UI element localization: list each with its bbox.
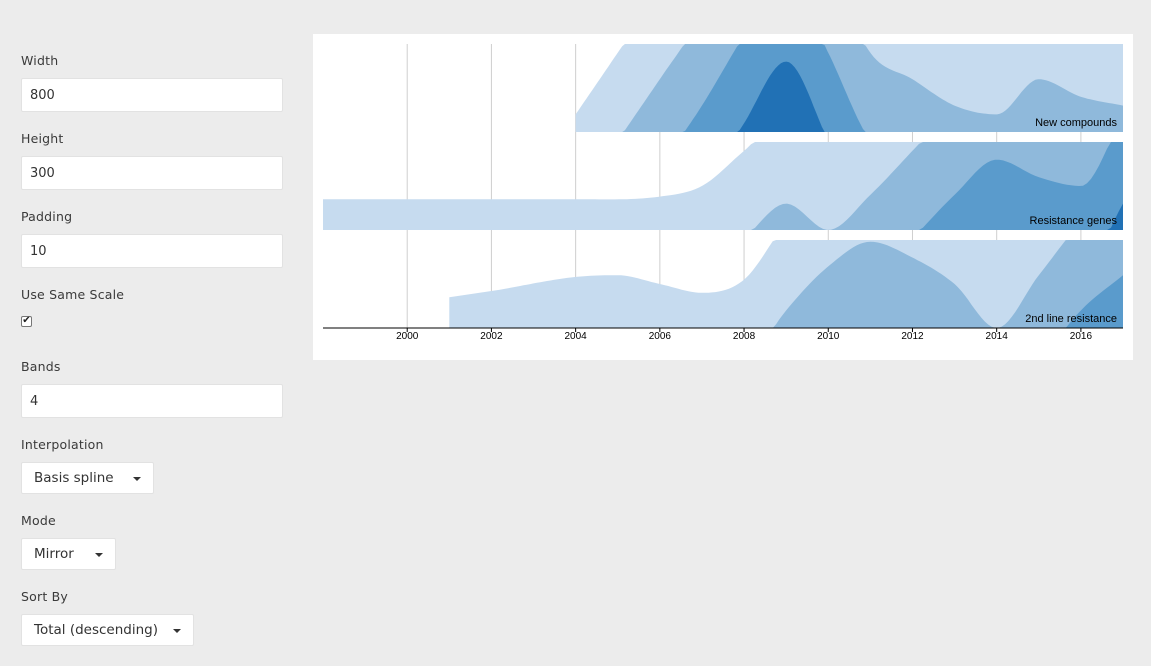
tick-label: 2002 [480, 331, 503, 342]
band-3-area [575, 44, 1123, 132]
tick-label: 2008 [733, 331, 756, 342]
horizon-row-1 [323, 142, 1123, 230]
sort-by-value: Total (descending) [34, 622, 158, 638]
tick-label: 2004 [565, 331, 588, 342]
series-label: 2nd line resistance [1025, 313, 1117, 325]
padding-input[interactable]: 10 [21, 234, 283, 268]
interpolation-value: Basis spline [34, 470, 114, 486]
interpolation-select[interactable]: Basis spline [21, 462, 154, 494]
tick-label: 2016 [1070, 331, 1093, 342]
horizon-row-0 [575, 44, 1123, 132]
tick-label: 2012 [901, 331, 924, 342]
series-label: Resistance genes [1030, 215, 1118, 227]
height-input[interactable]: 300 [21, 156, 283, 190]
mode-label: Mode [21, 513, 56, 528]
bands-label: Bands [21, 359, 61, 374]
same-scale-label: Use Same Scale [21, 287, 125, 302]
band-2-area [323, 142, 1123, 230]
height-label: Height [21, 131, 64, 146]
sort-by-select[interactable]: Total (descending) [21, 614, 194, 646]
tick-label: 2010 [817, 331, 840, 342]
band-2-area [449, 240, 1123, 328]
band-3-area [323, 142, 1123, 230]
checkmark-icon: ✔ [22, 315, 31, 326]
padding-label: Padding [21, 209, 73, 224]
sort-by-label: Sort By [21, 589, 68, 604]
width-label: Width [21, 53, 59, 68]
width-input[interactable]: 800 [21, 78, 283, 112]
tick-label: 2000 [396, 331, 419, 342]
caret-down-icon [133, 477, 141, 481]
bands-input[interactable]: 4 [21, 384, 283, 418]
mode-select[interactable]: Mirror [21, 538, 116, 570]
same-scale-checkbox[interactable]: ✔ [21, 316, 32, 327]
mode-value: Mirror [34, 546, 74, 562]
tick-label: 2006 [649, 331, 672, 342]
horizon-chart: New compounds Resistance genes 2nd line re… [313, 34, 1133, 360]
tick-label: 2014 [986, 331, 1009, 342]
series-label: New compounds [1035, 117, 1117, 129]
horizon-chart-svg: New compounds Resistance genes 2nd line re… [323, 44, 1123, 342]
interpolation-label: Interpolation [21, 437, 104, 452]
caret-down-icon [95, 553, 103, 557]
horizon-row-2 [449, 240, 1123, 328]
caret-down-icon [173, 629, 181, 633]
